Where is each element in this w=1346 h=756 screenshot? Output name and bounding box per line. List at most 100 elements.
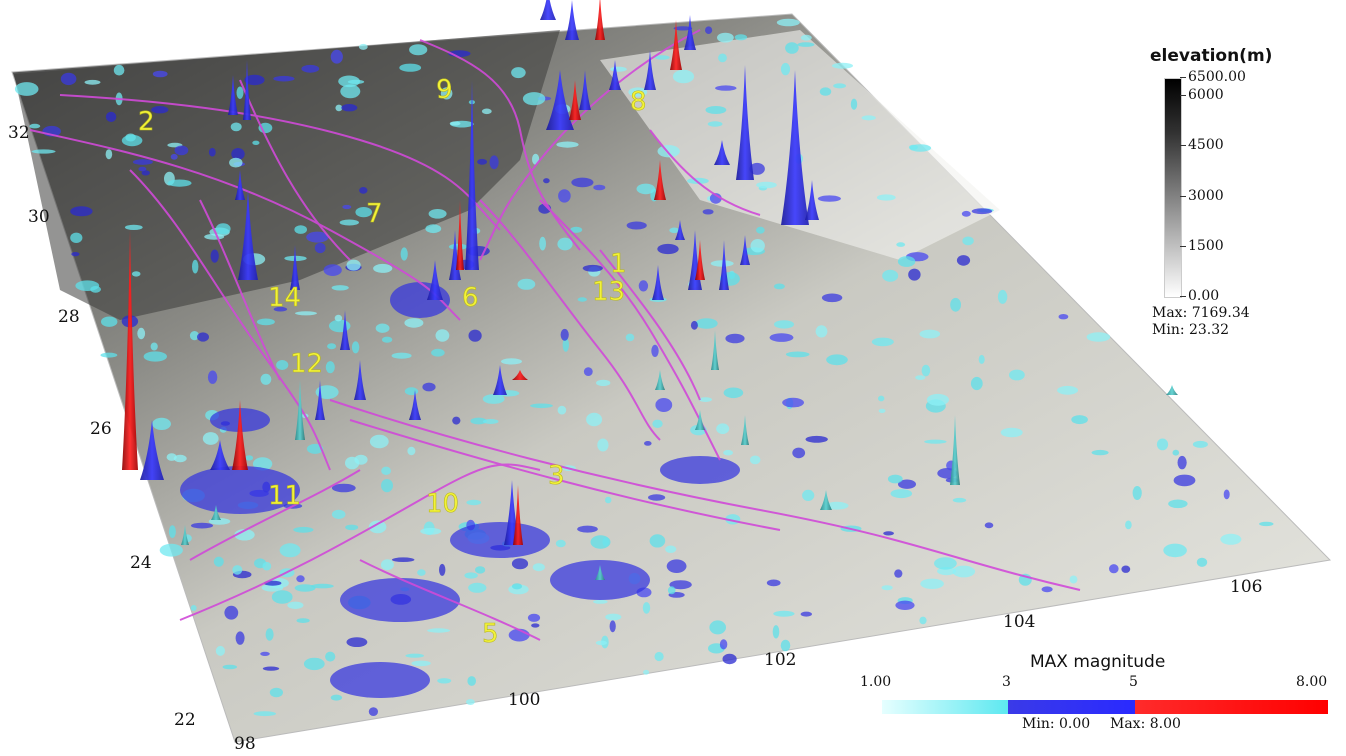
- magnitude-patch: [215, 645, 225, 656]
- magnitude-patch: [625, 333, 635, 342]
- magnitude-patch: [197, 332, 209, 342]
- magnitude-spike: [569, 80, 581, 120]
- magnitude-patch: [331, 483, 356, 493]
- magnitude-segment-cyan: [882, 700, 1008, 714]
- magnitude-patch: [468, 329, 482, 342]
- magnitude-patch: [1172, 449, 1180, 456]
- magnitude-patch: [1223, 489, 1230, 500]
- magnitude-patch: [577, 525, 598, 533]
- fault-line: [359, 559, 541, 641]
- magnitude-patch: [815, 325, 828, 338]
- magnitude-spike: [675, 220, 685, 240]
- magnitude-patch: [878, 408, 886, 413]
- magnitude-patch: [667, 586, 676, 595]
- magnitude-patch: [191, 522, 213, 529]
- magnitude-patch: [151, 106, 169, 114]
- magnitude-patch: [331, 285, 349, 291]
- magnitude-patch: [311, 583, 334, 589]
- magnitude-patch: [1121, 565, 1131, 573]
- magnitude-patch: [325, 651, 336, 662]
- magnitude-patch: [577, 297, 587, 302]
- magnitude-legend-title: MAX magnitude: [1030, 652, 1166, 672]
- magnitude-patch: [776, 18, 800, 27]
- magnitude-patch: [230, 122, 242, 132]
- elevation-min: Min: 23.32: [1152, 322, 1230, 338]
- magnitude-spike: [805, 180, 819, 220]
- magnitude-patch: [924, 439, 947, 444]
- magnitude-spike: [654, 160, 666, 200]
- magnitude-spike: [513, 485, 523, 545]
- magnitude-patch: [411, 660, 431, 667]
- magnitude-spike: [741, 415, 749, 445]
- lat-label-24: 24: [130, 553, 152, 573]
- magnitude-patch: [437, 678, 452, 684]
- magnitude-patch: [644, 441, 652, 446]
- magnitude-patch: [358, 43, 368, 50]
- magnitude-spike: [540, 0, 556, 20]
- magnitude-patch: [832, 62, 853, 69]
- magnitude-patch: [222, 664, 237, 670]
- fault-line: [199, 199, 281, 381]
- magnitude-patch: [105, 111, 117, 122]
- magnitude-patch: [583, 367, 593, 376]
- fault-number-2: 2: [138, 107, 155, 137]
- magnitude-patch: [718, 53, 727, 63]
- magnitude-segment-blue: [1008, 700, 1135, 714]
- magnitude-patch: [609, 620, 616, 633]
- magnitude-patch: [511, 67, 526, 79]
- magnitude-tick: 1.00: [860, 674, 892, 690]
- magnitude-patch: [400, 247, 408, 261]
- magnitude-patch: [652, 419, 663, 428]
- magnitude-patch: [532, 563, 545, 572]
- magnitude-patch: [749, 162, 765, 175]
- magnitude-patch: [84, 79, 101, 85]
- magnitude-patch: [253, 711, 276, 717]
- magnitude-patch: [152, 70, 168, 78]
- magnitude-patch: [351, 341, 360, 354]
- magnitude-patch: [605, 496, 612, 504]
- magnitude-patch: [404, 387, 419, 396]
- magnitude-patch: [466, 499, 482, 506]
- magnitude-patch: [557, 405, 567, 415]
- magnitude-spike: [719, 240, 729, 290]
- magnitude-spike: [210, 440, 230, 470]
- magnitude-patch: [335, 104, 343, 112]
- magnitude-patch: [428, 209, 447, 219]
- magnitude-segment-red: [1135, 700, 1328, 714]
- latitude-axis: 32 30 28 26 24 22: [8, 123, 196, 730]
- magnitude-patch: [555, 539, 566, 548]
- magnitude-patch: [207, 370, 218, 384]
- magnitude-patch: [422, 382, 436, 392]
- magnitude-patch: [229, 157, 243, 168]
- magnitude-patch: [610, 66, 627, 72]
- magnitude-patch: [121, 134, 143, 147]
- magnitude-patch: [665, 545, 677, 553]
- magnitude-patch: [643, 669, 650, 675]
- magnitude-patch: [971, 208, 993, 215]
- elevation-tick: 3000: [1180, 188, 1224, 204]
- magnitude-patch: [1259, 521, 1274, 527]
- magnitude-patch: [722, 653, 737, 665]
- magnitude-patch: [1163, 543, 1187, 558]
- magnitude-patch: [113, 64, 125, 76]
- magnitude-patch: [346, 637, 368, 647]
- lon-label-102: 102: [764, 650, 796, 670]
- magnitude-spike: [238, 190, 258, 280]
- magnitude-patch: [909, 144, 932, 152]
- magnitude-patch: [262, 666, 280, 671]
- magnitude-patch: [192, 259, 199, 274]
- magnitude-spike: [711, 330, 719, 370]
- magnitude-spike: [512, 370, 528, 380]
- magnitude-patch: [570, 226, 583, 233]
- magnitude-patch: [522, 92, 546, 106]
- magnitude-patch: [716, 423, 730, 435]
- magnitude-patch: [593, 184, 606, 191]
- magnitude-spike: [595, 565, 605, 580]
- magnitude-patch: [294, 584, 316, 592]
- magnitude-patch: [213, 556, 224, 567]
- magnitude-spike: [740, 235, 750, 265]
- magnitude-patch: [380, 559, 394, 571]
- magnitude-patch: [392, 557, 415, 562]
- magnitude-patch: [1173, 474, 1196, 487]
- magnitude-patch: [821, 293, 843, 303]
